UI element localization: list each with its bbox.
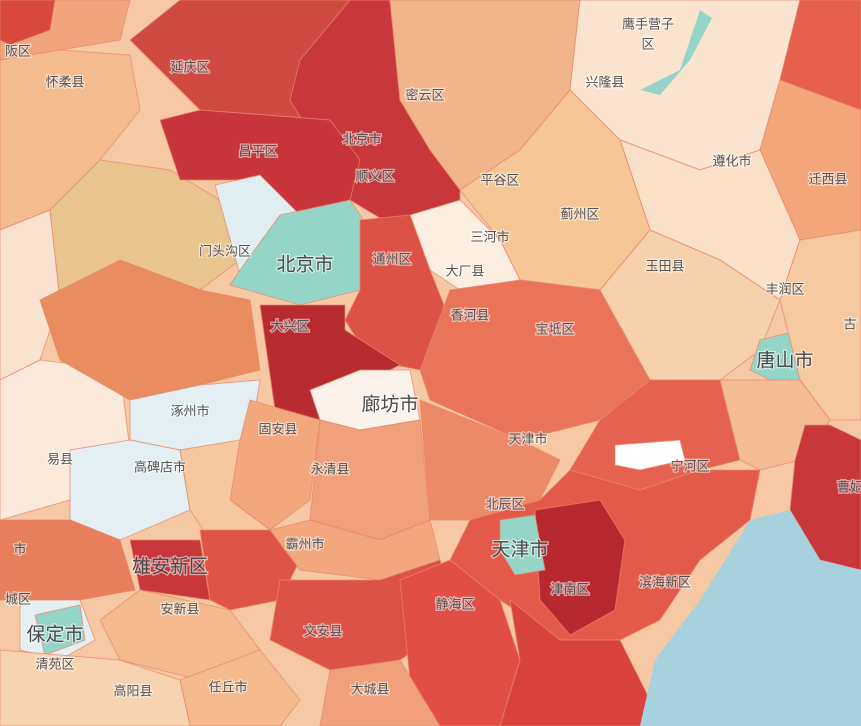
- place-label: 任丘市: [208, 680, 247, 696]
- place-label: 高阳县: [113, 684, 152, 700]
- place-label: 天津市: [508, 432, 547, 448]
- place-label: 大城县: [350, 683, 389, 698]
- region: [34, 604, 86, 656]
- place-label: 廊坊市: [361, 394, 418, 416]
- place-label: 雄安新区: [132, 556, 208, 578]
- place-label: 固安县: [258, 423, 297, 438]
- region: [309, 419, 431, 541]
- place-label: 唐山市: [756, 350, 813, 372]
- place-label: 三河市: [470, 230, 509, 246]
- place-label: 阪区: [5, 45, 31, 60]
- place-label: 天津市: [491, 539, 548, 561]
- place-label: 遵化市: [712, 154, 751, 170]
- place-label: 文安县: [303, 625, 342, 640]
- region: [599, 229, 781, 381]
- region: [0, 0, 56, 46]
- place-label: 城区: [5, 593, 31, 608]
- place-label: 霸州市: [285, 537, 324, 553]
- place-label: 鹰手营子: [622, 17, 674, 33]
- region: [269, 519, 441, 581]
- place-label: 兴隆县: [585, 76, 624, 91]
- region: [534, 499, 626, 636]
- place-label: 市: [13, 542, 26, 558]
- place-label: 延庆区: [170, 61, 209, 76]
- place-label: 宝坻区: [535, 322, 574, 338]
- region: [0, 649, 191, 726]
- place-label: 高碑店市: [134, 460, 186, 476]
- place-label: 静海区: [435, 598, 474, 613]
- region: [614, 439, 686, 471]
- place-label: 津南区: [550, 582, 589, 598]
- place-label: 密云区: [405, 88, 444, 104]
- place-label: 怀柔县: [45, 76, 84, 91]
- region: [0, 519, 136, 601]
- place-label: 滨海新区: [639, 575, 691, 591]
- place-label: 安新县: [160, 602, 199, 618]
- place-label: 永清县: [310, 463, 349, 478]
- place-label: 平谷区: [480, 174, 519, 189]
- region: [229, 199, 371, 306]
- place-label: 北辰区: [485, 498, 524, 513]
- region: [319, 659, 441, 726]
- region: [499, 514, 546, 576]
- place-label: 顺义区: [355, 170, 394, 185]
- place-label: 大兴区: [270, 320, 309, 335]
- region: [640, 10, 712, 95]
- sea: [640, 510, 861, 726]
- place-label: 丰润区: [765, 283, 804, 298]
- place-label: 昌平区: [238, 145, 277, 160]
- place-label: 北京市: [342, 132, 381, 148]
- place-label: 大厂县: [445, 265, 484, 280]
- place-label: 古: [843, 318, 856, 333]
- place-label: 区: [641, 38, 654, 53]
- place-label: 曹妃: [837, 481, 861, 496]
- place-label: 迁西县: [808, 173, 847, 188]
- place-label: 门头沟区: [199, 245, 251, 260]
- place-label: 通州区: [372, 253, 411, 268]
- place-label: 香河县: [450, 309, 489, 324]
- place-label: 宁河区: [670, 459, 709, 475]
- place-label: 涿州市: [170, 404, 209, 420]
- place-label: 保定市: [26, 624, 83, 646]
- place-label: 玉田县: [645, 260, 684, 275]
- place-label: 北京市: [276, 254, 333, 276]
- place-label: 清苑区: [35, 658, 74, 673]
- place-label: 蓟州区: [560, 208, 599, 223]
- region: [39, 259, 261, 401]
- place-label: 易县: [47, 453, 73, 468]
